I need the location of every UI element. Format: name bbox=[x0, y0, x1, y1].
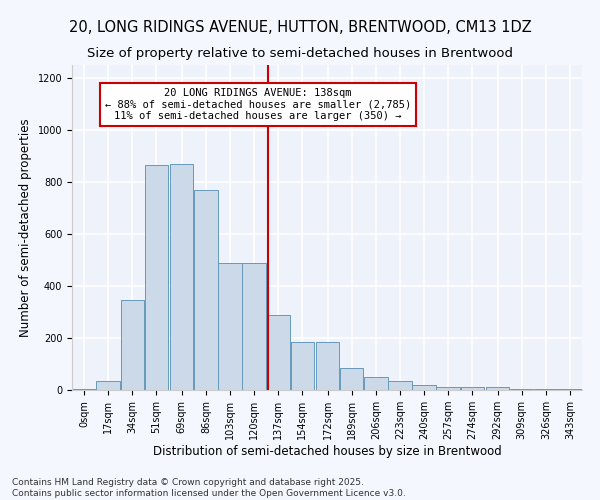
Text: Size of property relative to semi-detached houses in Brentwood: Size of property relative to semi-detach… bbox=[87, 48, 513, 60]
Bar bbox=[170, 164, 193, 390]
Bar bbox=[388, 381, 412, 390]
Bar bbox=[97, 381, 120, 390]
Bar bbox=[486, 388, 509, 390]
Bar bbox=[461, 388, 484, 390]
Bar bbox=[242, 262, 266, 390]
Bar bbox=[73, 388, 96, 390]
Bar bbox=[121, 300, 144, 390]
Bar bbox=[316, 342, 340, 390]
Text: 20 LONG RIDINGS AVENUE: 138sqm
← 88% of semi-detached houses are smaller (2,785): 20 LONG RIDINGS AVENUE: 138sqm ← 88% of … bbox=[105, 88, 411, 121]
Bar bbox=[412, 385, 436, 390]
Bar bbox=[145, 165, 168, 390]
Bar bbox=[436, 388, 460, 390]
Bar bbox=[340, 368, 364, 390]
X-axis label: Distribution of semi-detached houses by size in Brentwood: Distribution of semi-detached houses by … bbox=[152, 445, 502, 458]
Bar bbox=[290, 342, 314, 390]
Bar bbox=[510, 388, 533, 390]
Bar bbox=[194, 190, 218, 390]
Bar bbox=[266, 314, 290, 390]
Text: 20, LONG RIDINGS AVENUE, HUTTON, BRENTWOOD, CM13 1DZ: 20, LONG RIDINGS AVENUE, HUTTON, BRENTWO… bbox=[68, 20, 532, 35]
Bar bbox=[364, 377, 388, 390]
Y-axis label: Number of semi-detached properties: Number of semi-detached properties bbox=[19, 118, 32, 337]
Text: Contains HM Land Registry data © Crown copyright and database right 2025.
Contai: Contains HM Land Registry data © Crown c… bbox=[12, 478, 406, 498]
Bar bbox=[218, 262, 242, 390]
